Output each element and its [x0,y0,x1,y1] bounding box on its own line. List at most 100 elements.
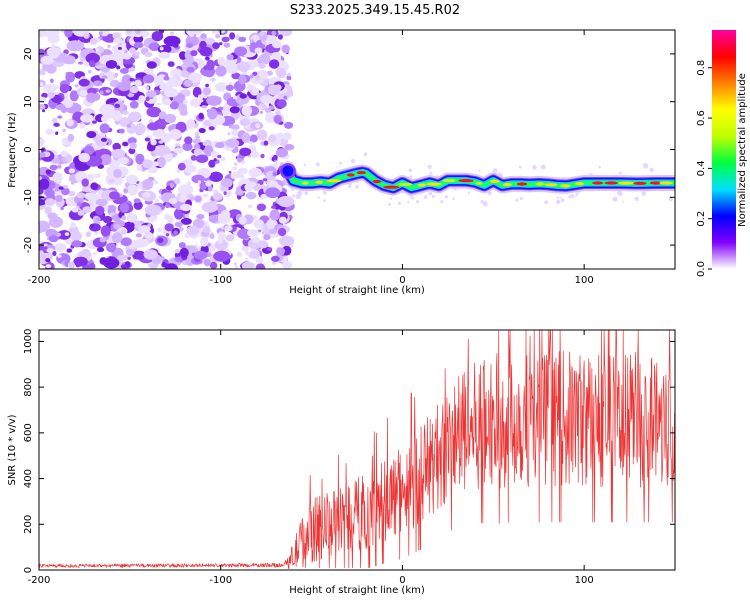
noise-blob [70,231,82,242]
noise-blob [98,31,103,35]
noise-blob [127,184,139,196]
noise-blob [117,157,129,165]
noise-blob [207,185,213,192]
noise-blob [237,61,251,72]
noise-blob [142,179,154,190]
noise-blob [39,138,45,145]
noise-blob [277,34,283,40]
noise-blob [271,255,280,262]
noise-blob [55,104,66,111]
signal-peak [346,173,355,177]
signal-peak [315,180,324,184]
noise-blob [236,194,242,200]
noise-blob [39,82,44,87]
noise-blob [258,240,269,249]
noise-blob [102,215,113,224]
noise-blob [142,192,151,198]
noise-blob [177,184,194,195]
noise-blob [177,194,189,203]
noise-blob [231,129,239,136]
noise-blob [117,46,122,50]
noise-blob [245,191,257,200]
noise-blob [276,99,287,108]
noise-blob [285,89,294,98]
noise-blob [201,105,207,109]
noise-speck [559,196,562,199]
noise-blob [252,71,258,77]
noise-blob [66,119,74,127]
noise-blob [126,248,135,257]
noise-blob [43,246,48,250]
noise-blob [197,180,202,185]
noise-blob [215,65,227,77]
noise-speck [482,201,488,207]
noise-blob [39,79,46,88]
noise-blob [170,68,183,78]
snr-frame [38,329,676,571]
signal-peak [604,181,618,185]
noise-blob [220,178,233,188]
noise-blob [71,240,83,248]
noise-blob [248,167,262,178]
noise-blob [85,52,100,64]
colorbar-ticks: 0.0 0.2 0.4 0.6 0.8 [696,60,712,277]
noise-speck [304,191,309,196]
y-tick-label: 1000 [23,329,34,354]
noise-blob [96,46,105,54]
noise-blob [188,32,195,38]
spectrogram-x-axis-label: Height of straight line (km) [289,285,425,296]
noise-blob [205,180,212,188]
noise-blob [196,213,205,220]
y-tick-label: 600 [23,423,34,442]
noise-blob [40,196,46,200]
noise-blob [209,171,223,182]
noise-blob [238,74,247,85]
noise-speck [642,163,649,169]
noise-blob [133,201,143,210]
noise-blob [150,139,157,146]
noise-blob [186,43,194,48]
signal-peak [458,179,474,183]
noise-blob [212,42,220,49]
noise-speck [478,169,481,172]
noise-blob [164,223,174,232]
colorbar-gradient [712,30,736,269]
noise-blob [194,250,208,260]
noise-blob [41,92,48,99]
noise-blob [215,33,221,39]
noise-blob [122,206,128,212]
noise-speck [668,196,674,202]
noise-blob [238,36,247,43]
y-tick-label: 0 [23,146,34,152]
noise-speck [323,190,327,195]
noise-blob [193,143,201,150]
noise-blob [52,158,61,164]
noise-blob [113,37,123,44]
noise-blob [111,110,122,122]
noise-blob [236,251,243,258]
noise-blob [275,148,288,158]
noise-blob [105,242,117,253]
noise-blob [39,226,44,234]
noise-blob [57,254,62,258]
noise-blob [100,225,111,237]
noise-blob [241,245,250,252]
noise-blob [208,126,215,131]
signal-peak [574,182,585,186]
noise-blob [113,168,122,178]
colorbar-label: Normalized spectral amplitude [737,73,748,227]
noise-blob [286,209,292,216]
noise-blob [95,205,105,216]
noise-blob [51,44,56,48]
noise-blob [183,79,193,87]
noise-blob [68,168,76,174]
noise-blob [263,140,269,146]
noise-blob [165,202,170,209]
noise-blob [240,160,246,165]
noise-blob [43,83,57,93]
noise-blob [70,222,76,229]
noise-blob [86,92,97,103]
noise-speck [350,158,356,164]
noise-blob [253,185,261,192]
noise-speck [492,168,498,174]
